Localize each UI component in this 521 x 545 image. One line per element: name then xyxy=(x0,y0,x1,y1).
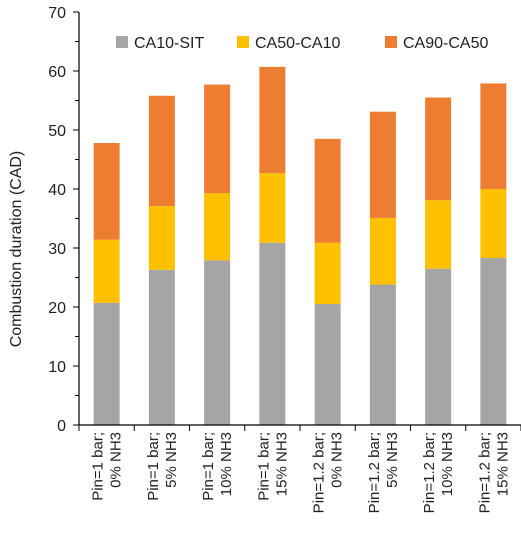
legend-swatch-ca50-ca10 xyxy=(237,36,249,48)
legend-label-ca90-ca50: CA90-CA50 xyxy=(403,35,488,52)
bar-segment-ca50-ca10-0 xyxy=(93,239,120,303)
bar-segment-ca50-ca10-1 xyxy=(148,206,175,270)
x-category-label-5: Pin=1.2 bar;5% NH3 xyxy=(366,432,401,513)
y-tick-label-60: 60 xyxy=(48,64,66,81)
y-axis-title: Combustion duration (CAD) xyxy=(8,151,25,348)
bar-segment-ca90-ca50-4 xyxy=(314,138,341,243)
legend-swatch-ca90-ca50 xyxy=(385,36,397,48)
bar-segment-ca10-sit-0 xyxy=(93,302,120,425)
bar-segment-ca90-ca50-0 xyxy=(93,142,120,240)
bar-segment-ca90-ca50-5 xyxy=(369,111,396,218)
bar-segment-ca50-ca10-5 xyxy=(369,217,396,285)
y-tick-label-10: 10 xyxy=(48,359,66,376)
bar-segment-ca10-sit-6 xyxy=(425,268,452,425)
bar-segment-ca90-ca50-3 xyxy=(259,66,286,174)
bar-segment-ca90-ca50-6 xyxy=(425,97,452,201)
x-category-label-0: Pin=1 bar;0% NH3 xyxy=(90,432,125,501)
bar-segment-ca50-ca10-2 xyxy=(204,193,231,261)
bar-segment-ca90-ca50-7 xyxy=(480,83,507,189)
bar-segment-ca10-sit-3 xyxy=(259,242,286,425)
y-tick-label-70: 70 xyxy=(48,5,66,22)
legend-label-ca10-sit: CA10-SIT xyxy=(134,35,204,52)
axes-layer: 0 10 20 30 40 50 60 70 Pin=1 bar;0% NH3 Pin=1 bar… xyxy=(48,5,521,513)
x-category-label-6: Pin=1.2 bar;10% NH3 xyxy=(421,432,456,513)
legend: CA10-SIT CA50-CA10 CA90-CA50 xyxy=(116,35,488,52)
bar-segment-ca90-ca50-2 xyxy=(204,84,231,194)
y-tick-label-40: 40 xyxy=(48,182,66,199)
x-category-label-1: Pin=1 bar;5% NH3 xyxy=(145,432,180,501)
bar-segment-ca10-sit-4 xyxy=(314,304,341,425)
bar-segment-ca10-sit-1 xyxy=(148,269,175,425)
bar-segment-ca10-sit-7 xyxy=(480,258,507,425)
legend-label-ca50-ca10: CA50-CA10 xyxy=(255,35,340,52)
bar-segment-ca10-sit-5 xyxy=(369,284,396,425)
bar-segment-ca50-ca10-7 xyxy=(480,189,507,259)
bar-segment-ca50-ca10-6 xyxy=(425,200,452,269)
x-category-label-2: Pin=1 bar;10% NH3 xyxy=(200,432,235,501)
bar-segment-ca50-ca10-3 xyxy=(259,173,286,243)
bar-segment-ca50-ca10-4 xyxy=(314,242,341,305)
bars-layer xyxy=(93,66,507,425)
x-category-label-4: Pin=1.2 bar;0% NH3 xyxy=(311,432,346,513)
y-tick-label-0: 0 xyxy=(57,418,66,435)
bar-segment-ca90-ca50-1 xyxy=(148,95,175,207)
x-category-label-3: Pin=1 bar;15% NH3 xyxy=(255,432,290,501)
y-tick-label-50: 50 xyxy=(48,123,66,140)
bar-segment-ca10-sit-2 xyxy=(204,260,231,425)
x-category-label-7: Pin=1.2 bar;15% NH3 xyxy=(476,432,511,513)
legend-swatch-ca10-sit xyxy=(116,36,128,48)
y-tick-label-20: 20 xyxy=(48,300,66,317)
y-tick-label-30: 30 xyxy=(48,241,66,258)
